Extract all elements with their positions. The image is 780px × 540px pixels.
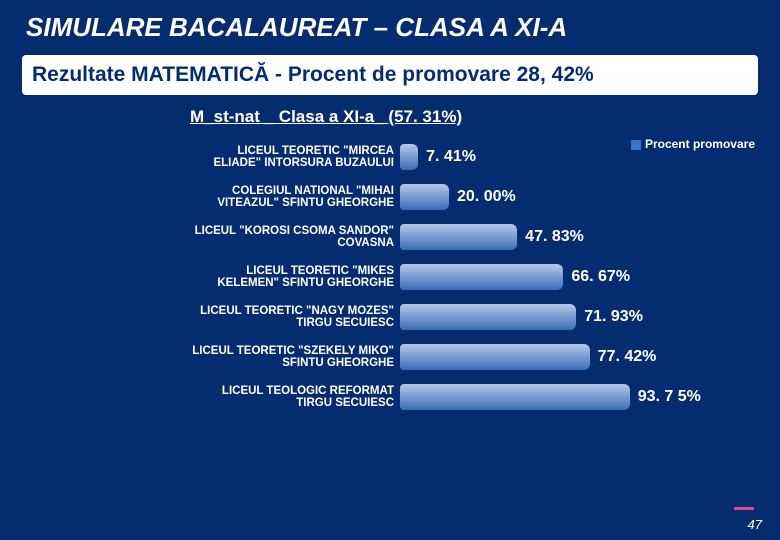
bar: 47. 83% (400, 224, 517, 250)
y-label: LICEUL TEORETIC "MIRCEA ELIADE" INTORSUR… (190, 137, 394, 177)
bar: 20. 00% (400, 184, 449, 210)
bars-area: 7. 41% 20. 00% 47. 83% 66. 67% 71. 93% 77. 42… (400, 137, 750, 417)
bar: 77. 42% (400, 344, 590, 370)
bar: 7. 41% (400, 144, 418, 170)
bar-row: 93. 7 5% (400, 377, 750, 417)
y-label: LICEUL TEORETIC "MIKES KELEMEN" SFINTU G… (190, 257, 394, 297)
bar-value-label: 77. 42% (598, 348, 657, 366)
y-label: LICEUL TEORETIC "SZEKELY MIKO" SFINTU GH… (190, 337, 394, 377)
chart-title: M_st-nat _ Clasa a XI-a_ (57. 31%) (190, 107, 750, 127)
bar-value-label: 93. 7 5% (638, 388, 701, 406)
bar-value-label: 47. 83% (525, 228, 584, 246)
page-number: 47 (748, 517, 762, 532)
y-label: LICEUL "KOROSI CSOMA SANDOR" COVASNA (190, 217, 394, 257)
bar-value-label: 20. 00% (457, 188, 516, 206)
bar-value-label: 71. 93% (584, 308, 643, 326)
bar-row: 77. 42% (400, 337, 750, 377)
bar-row: 47. 83% (400, 217, 750, 257)
chart-container: M_st-nat _ Clasa a XI-a_ (57. 31%) Proce… (190, 107, 750, 417)
bar-row: 7. 41% (400, 137, 750, 177)
page-title: SIMULARE BACALAUREAT – CLASA A XI-A (26, 12, 760, 43)
bar: 93. 7 5% (400, 384, 630, 410)
y-label: LICEUL TEOLOGIC REFORMAT TIRGU SECUIESC (190, 377, 394, 417)
y-label: LICEUL TEORETIC "NAGY MOZES" TIRGU SECUI… (190, 297, 394, 337)
bar-row: 66. 67% (400, 257, 750, 297)
bar: 71. 93% (400, 304, 576, 330)
bar-row: 71. 93% (400, 297, 750, 337)
y-label: COLEGIUL NATIONAL "MIHAI VITEAZUL" SFINT… (190, 177, 394, 217)
bar-value-label: 7. 41% (426, 148, 476, 166)
bar-row: 20. 00% (400, 177, 750, 217)
y-axis-labels: LICEUL TEORETIC "MIRCEA ELIADE" INTORSUR… (190, 137, 400, 417)
accent-bar (734, 507, 754, 510)
subtitle-box: Rezultate MATEMATICĂ - Procent de promov… (20, 53, 760, 97)
bar-value-label: 66. 67% (571, 268, 630, 286)
bar: 66. 67% (400, 264, 563, 290)
